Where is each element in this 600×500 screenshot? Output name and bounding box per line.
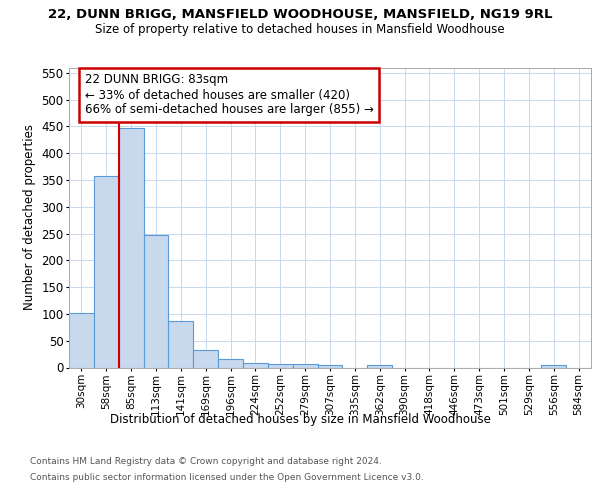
Bar [293, 364, 317, 368]
Bar [367, 365, 392, 368]
Text: Size of property relative to detached houses in Mansfield Woodhouse: Size of property relative to detached ho… [95, 22, 505, 36]
Y-axis label: Number of detached properties: Number of detached properties [23, 124, 35, 310]
Bar [317, 365, 343, 368]
Bar [143, 235, 169, 368]
Text: 22 DUNN BRIGG: 83sqm
← 33% of detached houses are smaller (420)
66% of semi-deta: 22 DUNN BRIGG: 83sqm ← 33% of detached h… [85, 74, 374, 116]
Text: Contains HM Land Registry data © Crown copyright and database right 2024.: Contains HM Land Registry data © Crown c… [30, 458, 382, 466]
Bar [218, 359, 243, 368]
Text: Distribution of detached houses by size in Mansfield Woodhouse: Distribution of detached houses by size … [110, 412, 490, 426]
Bar [541, 365, 566, 368]
Text: Contains public sector information licensed under the Open Government Licence v3: Contains public sector information licen… [30, 472, 424, 482]
Bar [243, 363, 268, 368]
Bar [169, 321, 193, 368]
Bar [193, 350, 218, 368]
Text: 22, DUNN BRIGG, MANSFIELD WOODHOUSE, MANSFIELD, NG19 9RL: 22, DUNN BRIGG, MANSFIELD WOODHOUSE, MAN… [48, 8, 552, 20]
Bar [94, 176, 119, 368]
Bar [268, 364, 293, 368]
Bar [69, 313, 94, 368]
Bar [119, 128, 143, 368]
